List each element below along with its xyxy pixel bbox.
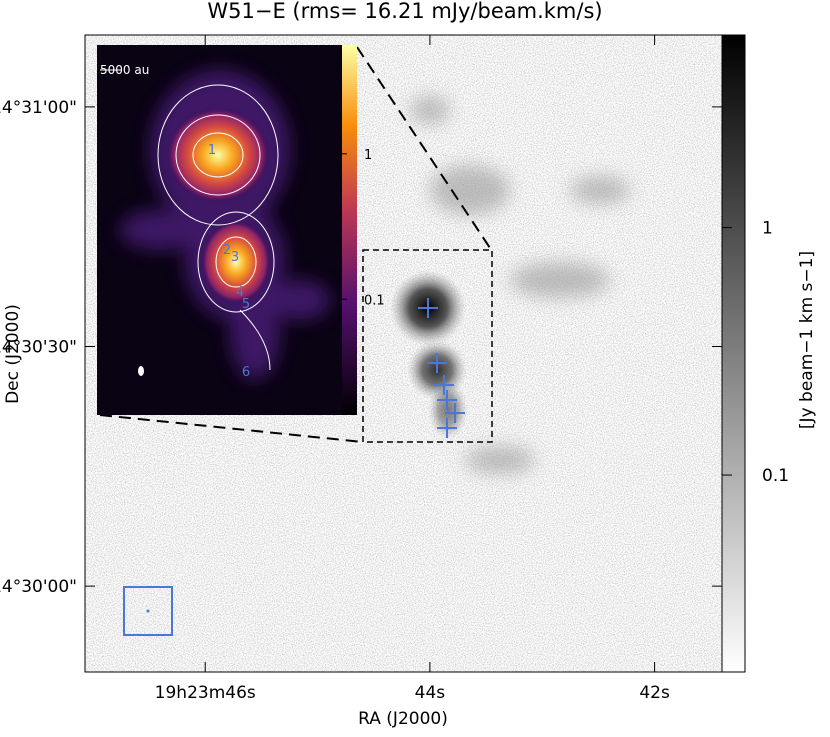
y-tick-label: 14°30'00" (0, 577, 77, 597)
inset-colorbar-tick-label: 1 (364, 148, 372, 163)
source-label: 5 (242, 297, 250, 312)
colorbar-tick-label: 1 (762, 219, 773, 239)
source-label: 1 (208, 143, 216, 158)
x-tick-label: 19h23m46s (155, 683, 256, 703)
y-label: Dec (J2000) (3, 304, 23, 404)
x-tick-label: 42s (639, 683, 670, 703)
source-label: 4 (236, 285, 244, 300)
x-tick-label: 44s (415, 683, 446, 703)
source-label: 6 (242, 365, 250, 380)
x-label: RA (J2000) (358, 709, 448, 729)
y-tick-label: 14°31'00" (0, 98, 77, 118)
scale-bar: 5000 au (100, 63, 149, 77)
inset-colorbar-tick-label: 0.1 (364, 293, 385, 308)
source-label: 3 (231, 250, 239, 265)
title: W51−E (rms= 16.21 mJy/beam.km/s) (207, 0, 602, 23)
colorbar-label: [Jy beam−1 km s−1] (797, 251, 817, 429)
colorbar-tick-label: 0.1 (762, 466, 789, 486)
source-label: 2 (223, 243, 231, 258)
image (84, 34, 746, 673)
inset (97, 45, 357, 415)
y-tick-label: 14°30'30" (0, 338, 77, 358)
